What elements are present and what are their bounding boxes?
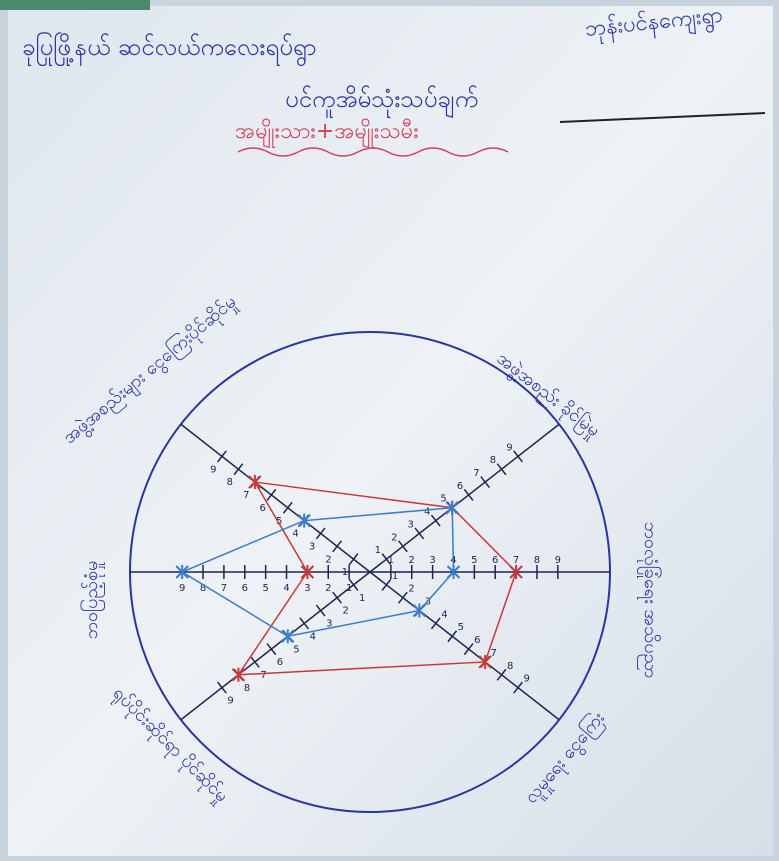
tick-label: 7 — [473, 468, 479, 479]
tick-label: 9 — [179, 583, 185, 594]
tick-label: 9 — [210, 464, 216, 475]
tick-label: 2 — [325, 554, 331, 565]
tick-label: 6 — [260, 503, 266, 514]
tick-label: 2 — [391, 532, 397, 543]
tick-label: 8 — [507, 661, 513, 672]
tick-label: 5 — [471, 555, 477, 566]
tick-label: 7 — [491, 648, 497, 659]
tick-label: 5 — [440, 494, 446, 505]
tick-label: 9 — [227, 696, 233, 707]
edge — [0, 0, 150, 10]
tick-label: 6 — [242, 583, 248, 594]
tick-label: 8 — [534, 555, 540, 566]
tick-label: 1 — [346, 583, 352, 594]
tick-label: 8 — [490, 455, 496, 466]
tick-label: 3 — [304, 583, 310, 594]
tick-label: 1 — [359, 593, 365, 604]
tick-label: 7 — [243, 490, 249, 501]
tick-label: 3 — [429, 555, 435, 566]
tick-label: 4 — [424, 507, 430, 518]
tick-label: 4 — [283, 583, 289, 594]
tick-label: 5 — [293, 644, 299, 655]
tick-label: 8 — [227, 477, 233, 488]
chart: ခုပြုဖြို့နယ် ဆင်လယ်ကလေးရပ်ရွာ ပင်ကူအိမ်… — [0, 0, 779, 861]
tick-label: 2 — [325, 583, 331, 594]
tick-label: 7 — [221, 583, 227, 594]
tick-label: 9 — [555, 555, 561, 566]
tick-label: 4 — [292, 529, 298, 540]
tick-label: 4 — [441, 609, 447, 620]
tick-label: 6 — [492, 555, 498, 566]
tick-label: 1 — [388, 555, 394, 566]
tick-label: 7 — [260, 670, 266, 681]
tick-label: 6 — [277, 657, 283, 668]
tick-label: 7 — [513, 555, 519, 566]
tick-label: 6 — [474, 635, 480, 646]
tick-label: 8 — [244, 683, 250, 694]
tick-label: 2 — [343, 606, 349, 617]
tick-label: 5 — [458, 622, 464, 633]
tick-label: 1 — [375, 545, 381, 556]
tick-label: 6 — [457, 481, 463, 492]
tick-label: 1 — [392, 571, 398, 582]
tick-label: 2 — [409, 555, 415, 566]
category-label: ဘဝပြည့်စုံမှု — [80, 561, 105, 640]
category-label: ဘဝလုံခြုံရေး အသိပညာ — [637, 522, 662, 679]
chart-subtitle: ပင်ကူအိမ်သုံးသပ်ချက် — [285, 84, 478, 118]
tick-label: 5 — [262, 583, 268, 594]
tick-label: 3 — [309, 541, 315, 552]
tick-label: 2 — [408, 584, 414, 595]
tick-label: 4 — [310, 631, 316, 642]
tick-label: 3 — [408, 519, 414, 530]
tick-label: 9 — [506, 442, 512, 453]
tick-label: 9 — [523, 674, 529, 685]
